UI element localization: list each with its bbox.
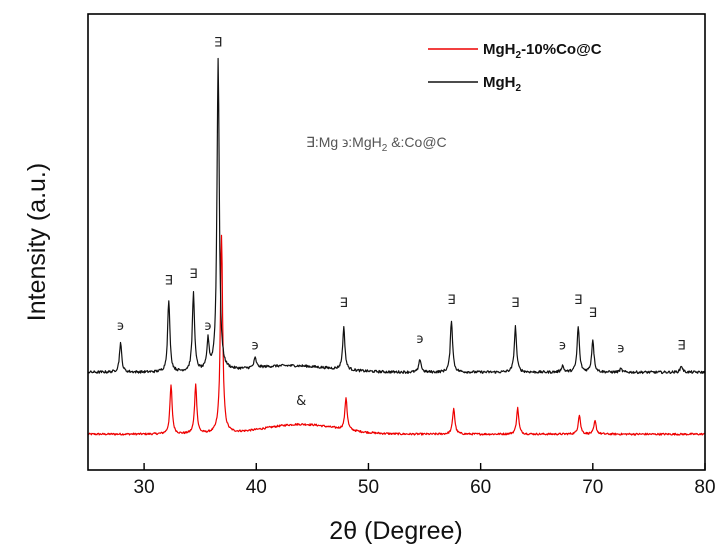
peak-marker: ϶ xyxy=(617,342,625,357)
plot-content xyxy=(87,57,706,436)
x-tick-label: 30 xyxy=(134,477,155,498)
x-axis-tick-labels: 30 40 50 60 70 80 xyxy=(134,477,716,498)
peak-marker: ∃ xyxy=(574,293,582,308)
peak-marker: ϶ xyxy=(204,319,212,334)
peak-marker: ∃ xyxy=(677,338,685,353)
peak-marker: ∃ xyxy=(447,293,455,308)
peak-marker: ∃ xyxy=(589,306,597,321)
peak-marker: ϶ xyxy=(251,338,259,353)
peak-annotations: ∃ ∃ ∃ ϶ ϶ ϶ ∃ ϶ ∃ ∃ ϶ ∃ ∃ ϶ ∃ & xyxy=(117,36,686,409)
series-line-mgh2 xyxy=(87,57,706,375)
legend-label-composite: MgH2-10%Co@C xyxy=(483,41,602,61)
peak-marker: ϶ xyxy=(559,338,567,353)
peak-marker: ∃ xyxy=(189,267,197,282)
phase-key: ∃:Mg ϶:MgH2 &:Co@C xyxy=(306,134,447,154)
peak-marker: & xyxy=(296,394,306,409)
peak-marker: ∃ xyxy=(511,296,519,311)
x-axis-ticks xyxy=(143,463,706,470)
series-line-composite xyxy=(87,234,706,436)
legend-label-mgh2: MgH2 xyxy=(483,74,522,94)
peak-marker: ϶ xyxy=(117,319,125,334)
x-tick-label: 70 xyxy=(582,477,603,498)
x-tick-label: 50 xyxy=(358,477,379,498)
peak-marker: ∃ xyxy=(214,36,222,51)
peak-marker: ∃ xyxy=(340,296,348,311)
x-tick-label: 60 xyxy=(470,477,491,498)
plot-frame xyxy=(87,13,706,471)
x-tick-label: 80 xyxy=(694,477,715,498)
x-axis-title: 2θ (Degree) xyxy=(329,517,462,545)
peak-marker: ϶ xyxy=(416,332,424,347)
legend: MgH2-10%Co@C MgH2 xyxy=(428,41,602,94)
y-axis-title: Intensity (a.u.) xyxy=(23,163,51,321)
peak-marker: ∃ xyxy=(165,273,173,288)
x-tick-label: 40 xyxy=(246,477,267,498)
